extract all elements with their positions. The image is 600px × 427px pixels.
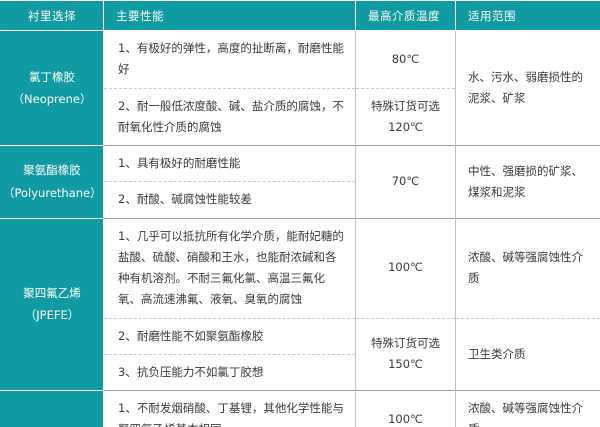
column-header-performance: 主要性能 xyxy=(103,0,356,31)
column-header-material: 衬里选择 xyxy=(0,0,104,31)
table-row: 2、耐一般低浓度酸、碱、盐介质的腐蚀，不耐氧化性介质的腐蚀 特殊订货可选 120… xyxy=(1,87,600,146)
temperature-value: 120℃ xyxy=(388,119,423,134)
table-row: 2、耐磨性能不如聚氨酯橡胶 特殊订货可选 150℃ 卫生类介质 xyxy=(1,317,600,391)
material-name-en: （Polyurethane） xyxy=(3,185,102,200)
material-name-cn: 氯丁橡胶 xyxy=(29,69,75,84)
temperature-note: 特殊订货可选 xyxy=(371,336,440,351)
scope-cell: 浓酸、碱等强腐蚀性介质 xyxy=(455,390,600,427)
material-name-en: （Neoprene） xyxy=(12,92,92,107)
material-cell-jpefe: 聚四氟乙烯 （JPEFE） xyxy=(0,217,104,392)
temperature-cell: 特殊订货可选 120℃ xyxy=(355,87,456,146)
table-row: 2、耐酸、碱腐蚀性能较差 xyxy=(1,181,600,219)
performance-cell: 2、耐一般低浓度酸、碱、盐介质的腐蚀，不耐氧化性介质的腐蚀 xyxy=(103,87,356,146)
material-name-cn: 聚四氟乙烯 xyxy=(23,285,81,300)
performance-cell: 1、具有极好的耐磨性能 xyxy=(103,145,356,182)
temperature-cell: 80℃ xyxy=(355,30,456,89)
performance-cell: 2、耐磨性能不如聚氨酯橡胶 xyxy=(103,317,356,355)
material-cell-neoprene: 氯丁橡胶 （Neoprene） xyxy=(0,29,104,147)
material-cell-polyurethane: 聚氨酯橡胶 （Polyurethane） xyxy=(0,145,104,219)
scope-cell: 浓酸、碱等强腐蚀性介质 xyxy=(455,217,600,319)
material-cell-f46: 聚全氟乙丙烯 （F46） xyxy=(0,390,104,427)
performance-cell: 1、不耐发烟硝酸、丁基锂，其他化学性能与聚四氟乙烯基本相同 xyxy=(103,390,356,427)
material-name-en: （JPEFE） xyxy=(24,308,80,323)
table-header-row: 衬里选择 主要性能 最高介质温度 适用范围 xyxy=(0,0,600,31)
table-row: 聚氨酯橡胶 （Polyurethane） 1、具有极好的耐磨性能 70℃ 中性、… xyxy=(0,145,600,219)
temperature-value: 100℃ xyxy=(388,411,423,426)
temperature-cell: 70℃ xyxy=(355,145,456,219)
table-row: 3、抗负压能力不如氯丁胶想 xyxy=(1,353,600,391)
performance-cell: 3、抗负压能力不如氯丁胶想 xyxy=(103,353,356,391)
temperature-value: 80℃ xyxy=(391,51,420,66)
material-name-cn: 聚氨酯橡胶 xyxy=(23,163,81,178)
table-row: 聚全氟乙丙烯 （F46） 1、不耐发烟硝酸、丁基锂，其他化学性能与聚四氟乙烯基本… xyxy=(0,390,600,427)
performance-cell: 1、有极好的弹性，高度的扯断离，耐磨性能好 xyxy=(103,30,356,89)
temperature-cell: 100℃ xyxy=(355,390,456,427)
temperature-cell: 100℃ xyxy=(355,217,456,319)
column-header-scope: 适用范围 xyxy=(455,0,600,31)
table-header: 衬里选择 主要性能 最高介质温度 适用范围 xyxy=(0,0,600,31)
table-row: 聚四氟乙烯 （JPEFE） 1、几乎可以抵抗所有化学介质，能耐妃糖的盐酸、硫酸、… xyxy=(0,217,600,392)
performance-cell: 1、几乎可以抵抗所有化学介质，能耐妃糖的盐酸、硫酸、硝酸和王水，也能耐浓碱和各种… xyxy=(103,217,356,319)
column-header-temperature: 最高介质温度 xyxy=(355,0,456,31)
temperature-value: 100℃ xyxy=(388,260,423,275)
scope-cell: 水、污水、弱磨损性的泥浆、矿浆 xyxy=(455,29,600,146)
performance-cell: 2、耐酸、碱腐蚀性能较差 xyxy=(103,181,356,219)
scope-cell: 中性、强磨损的矿浆、煤浆和泥浆 xyxy=(455,145,600,219)
table-row: 氯丁橡胶 （Neoprene） 1、有极好的弹性，高度的扯断离，耐磨性能好 80… xyxy=(0,29,600,147)
temperature-cell: 特殊订货可选 150℃ xyxy=(355,317,456,391)
temperature-note: 特殊订货可选 xyxy=(371,98,440,113)
scope-cell: 卫生类介质 xyxy=(455,317,600,391)
temperature-value: 150℃ xyxy=(388,357,423,372)
table-body: 氯丁橡胶 （Neoprene） 1、有极好的弹性，高度的扯断离，耐磨性能好 80… xyxy=(0,29,600,427)
